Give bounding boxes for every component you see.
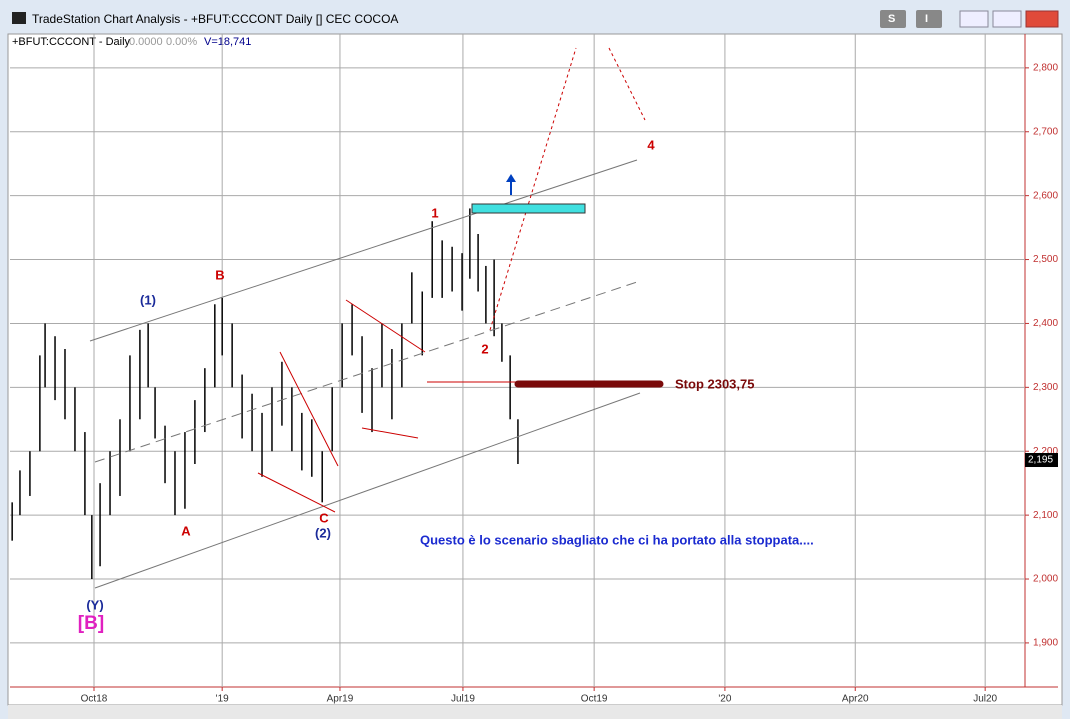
plot: 1,900 2,000 2,100 2,200 2,300 2,400 2,500 2,600… bbox=[10, 34, 1058, 705]
triangle-line bbox=[345, 299, 426, 353]
app-icon bbox=[12, 12, 26, 24]
wave-label: (Y) bbox=[86, 597, 103, 612]
x-tick-label: Oct19 bbox=[581, 694, 608, 705]
x-tick-label: Jul19 bbox=[451, 694, 475, 705]
symbol: +BFUT:CCCONT - Daily bbox=[12, 36, 131, 48]
projection bbox=[489, 47, 577, 331]
y-tick-label: 2,800 bbox=[1033, 63, 1058, 74]
target-box bbox=[471, 203, 586, 214]
change-pct: 0.00% bbox=[166, 36, 197, 48]
triangle-line bbox=[257, 472, 336, 513]
maximize-button[interactable] bbox=[992, 10, 1022, 28]
stop-label: Stop 2303,75 bbox=[675, 376, 755, 391]
y-tick-label: 2,200 bbox=[1033, 446, 1058, 457]
y-tick-label: 2,600 bbox=[1033, 190, 1058, 201]
window-title: TradeStation Chart Analysis - +BFUT:CCCO… bbox=[32, 12, 398, 26]
wave-label: 4 bbox=[647, 137, 655, 152]
wave-label: [B] bbox=[78, 613, 104, 634]
y-tick-label: 2,300 bbox=[1033, 382, 1058, 393]
channel-top bbox=[89, 159, 638, 342]
wave-label: B bbox=[215, 267, 224, 282]
last-price: 2,195 bbox=[1028, 455, 1053, 466]
i-button[interactable] bbox=[916, 10, 942, 28]
s-button-label[interactable]: S bbox=[888, 13, 895, 25]
wave-label: 2 bbox=[481, 341, 488, 356]
y-tick-label: 2,100 bbox=[1033, 510, 1058, 521]
minimize-button[interactable] bbox=[959, 10, 989, 28]
close-button[interactable] bbox=[1025, 10, 1059, 28]
wave-label: C bbox=[319, 510, 329, 525]
scrollbar[interactable] bbox=[8, 705, 1062, 719]
triangle-line bbox=[361, 427, 419, 439]
y-tick-label: 2,400 bbox=[1033, 318, 1058, 329]
x-tick-label: Apr19 bbox=[327, 694, 354, 705]
wave-label: (2) bbox=[315, 525, 331, 540]
x-tick-label: Oct18 bbox=[81, 694, 108, 705]
channel-bottom bbox=[94, 392, 641, 589]
y-tick-label: 2,000 bbox=[1033, 574, 1058, 585]
volume: V=18,741 bbox=[204, 36, 251, 48]
x-tick-label: '19 bbox=[216, 694, 229, 705]
x-tick-label: Jul20 bbox=[973, 694, 997, 705]
triangle-line bbox=[279, 351, 339, 467]
wave-label: 1 bbox=[431, 205, 438, 220]
y-tick-label: 2,700 bbox=[1033, 126, 1058, 137]
y-tick-label: 1,900 bbox=[1033, 638, 1058, 649]
x-tick-label: '20 bbox=[718, 694, 731, 705]
last-price-box bbox=[1025, 453, 1058, 468]
wave-label: (1) bbox=[140, 292, 156, 307]
drawings bbox=[89, 47, 664, 589]
projection bbox=[608, 47, 646, 121]
chart-area bbox=[7, 33, 1063, 706]
y-tick-label: 2,500 bbox=[1033, 254, 1058, 265]
wave-label: A bbox=[181, 523, 191, 538]
comment: Questo è lo scenario sbagliato che ci ha… bbox=[420, 532, 814, 547]
s-button[interactable] bbox=[880, 10, 906, 28]
i-button-label[interactable]: I bbox=[925, 13, 928, 25]
change: 0.0000 bbox=[129, 36, 163, 48]
arrow-head bbox=[506, 174, 516, 182]
x-tick-label: Apr20 bbox=[842, 694, 869, 705]
